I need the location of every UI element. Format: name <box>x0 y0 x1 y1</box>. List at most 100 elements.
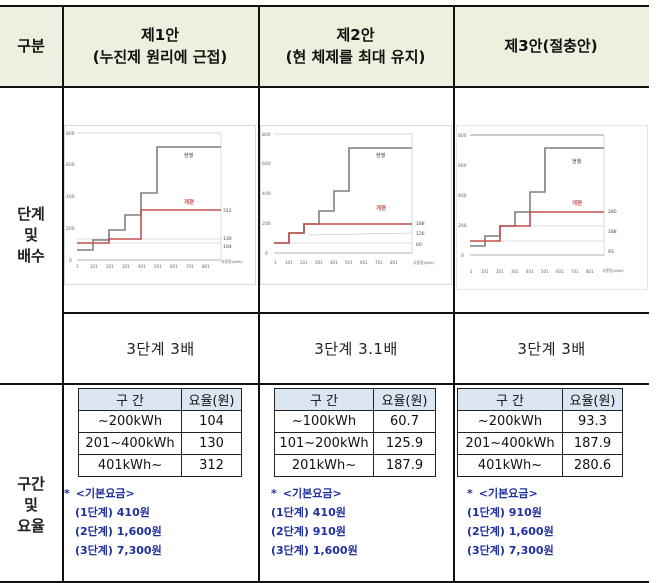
svg-text:101: 101 <box>285 260 293 265</box>
svg-text:280: 280 <box>608 209 617 215</box>
fee-item: (1단계) 410원 <box>75 506 150 519</box>
row-label-stages-1: 단계 <box>17 204 45 223</box>
fee-item: (1단계) 410원 <box>271 506 346 519</box>
fee-item: (1단계) 910원 <box>467 506 542 519</box>
rate-table-plan-2: 구 간 요율(원) ~100kWh 60.7 101~200kWh 125.9 20… <box>274 388 436 477</box>
col-rate: 요율(원) <box>373 388 436 411</box>
fee-item: (3단계) 1,600원 <box>271 544 358 557</box>
svg-text:사용량(kWh): 사용량(kWh) <box>221 259 243 264</box>
svg-text:1: 1 <box>274 260 277 265</box>
asterisk-icon: * <box>467 487 473 500</box>
plan-1-subtitle: (누진제 원리에 근접) <box>92 48 228 66</box>
row-label-rates: 구간 및 요율 <box>0 430 62 580</box>
svg-text:312: 312 <box>223 208 232 214</box>
ratio-plan-3: 3단계 3배 <box>454 313 649 383</box>
range-cell: ~200kWh <box>457 410 563 433</box>
svg-text:188: 188 <box>416 221 425 227</box>
rule-header-bottom <box>0 86 649 88</box>
svg-text:200: 200 <box>262 221 271 227</box>
svg-text:601: 601 <box>556 269 564 274</box>
ratio-plan-2-text: 3단계 3.1배 <box>314 339 398 358</box>
table-row: 201~400kWh 187.9 <box>457 432 623 455</box>
svg-text:800: 800 <box>66 131 75 137</box>
rate-cell: 60.7 <box>373 410 436 433</box>
basic-fees-plan-2: * <기본요금> (1단계) 410원 (2단계) 910원 (3단계) 1,60… <box>271 484 358 560</box>
table-row: 401kWh~ 280.6 <box>457 454 623 477</box>
range-cell: ~200kWh <box>78 410 182 433</box>
svg-text:301: 301 <box>511 269 519 274</box>
plan-3-title: 제3안(절충안) <box>504 37 598 55</box>
svg-text:현행: 현행 <box>376 152 386 159</box>
svg-text:201: 201 <box>496 269 504 274</box>
svg-text:401: 401 <box>526 269 534 274</box>
table-row: 201~400kWh 130 <box>78 432 242 455</box>
ratio-plan-1-text: 3단계 3배 <box>126 339 195 358</box>
rate-cell: 187.9 <box>373 454 436 477</box>
svg-text:301: 301 <box>315 260 323 265</box>
svg-text:201: 201 <box>106 264 114 269</box>
rule-col-1 <box>62 5 64 583</box>
ratio-plan-1: 3단계 3배 <box>63 313 258 383</box>
rate-cell: 104 <box>181 410 242 433</box>
row-label-stages-2: 및 <box>24 225 38 244</box>
svg-text:701: 701 <box>375 260 383 265</box>
header-category: 구분 <box>0 6 62 86</box>
plan-2-subtitle: (현 체제를 최대 유지) <box>285 48 426 66</box>
svg-text:201: 201 <box>300 260 308 265</box>
range-cell: 401kWh~ <box>457 454 563 477</box>
svg-text:301: 301 <box>122 264 130 269</box>
rule-col-2 <box>258 5 260 583</box>
fee-item: (3단계) 7,300원 <box>467 544 554 557</box>
col-range: 구 간 <box>78 388 182 411</box>
rule-col-3 <box>453 5 455 583</box>
asterisk-icon: * <box>64 487 70 500</box>
svg-text:601: 601 <box>170 264 178 269</box>
chart-plan-1: 800 600 400 200 0 현행 개편 312 130 10 <box>64 125 256 285</box>
rate-cell: 187.9 <box>562 432 623 455</box>
svg-text:801: 801 <box>202 264 210 269</box>
fee-item: (3단계) 7,300원 <box>75 544 162 557</box>
svg-text:601: 601 <box>360 260 368 265</box>
rule-chart-bottom <box>62 312 649 314</box>
rate-cell: 93.3 <box>562 410 623 433</box>
table-row: 101~200kWh 125.9 <box>274 432 436 455</box>
current-line <box>470 147 604 247</box>
svg-text:101: 101 <box>90 264 98 269</box>
svg-text:401: 401 <box>138 264 146 269</box>
col-rate: 요율(원) <box>562 388 623 411</box>
rule-bottom <box>0 581 649 583</box>
svg-text:104: 104 <box>223 244 232 250</box>
reform-line <box>470 211 604 242</box>
row-label-stages: 단계 및 배수 <box>0 87 62 383</box>
svg-text:600: 600 <box>458 163 467 169</box>
fee-item: (2단계) 1,600원 <box>467 525 554 538</box>
svg-text:1: 1 <box>76 264 79 269</box>
svg-text:501: 501 <box>541 269 549 274</box>
range-cell: 201~400kWh <box>78 432 182 455</box>
table-row: 401kWh~ 312 <box>78 454 242 477</box>
svg-text:1: 1 <box>470 269 473 274</box>
table-row: ~200kWh 104 <box>78 410 242 433</box>
rate-cell: 312 <box>181 454 242 477</box>
range-cell: 201kWh~ <box>274 454 374 477</box>
rate-table-plan-3: 구 간 요율(원) ~200kWh 93.3 201~400kWh 187.9 40… <box>457 388 623 477</box>
svg-text:400: 400 <box>66 194 75 200</box>
header-plan-3: 제3안(절충안) <box>453 6 649 86</box>
svg-text:800: 800 <box>458 133 467 139</box>
current-line <box>77 146 221 251</box>
svg-text:130: 130 <box>223 236 232 242</box>
svg-text:701: 701 <box>571 269 579 274</box>
rate-cell: 125.9 <box>373 432 436 455</box>
svg-text:0: 0 <box>461 253 464 259</box>
asterisk-icon: * <box>271 487 277 500</box>
ratio-plan-2: 3단계 3.1배 <box>259 313 453 383</box>
rule-top <box>0 5 649 7</box>
table-row: ~200kWh 93.3 <box>457 410 623 433</box>
rate-cell: 130 <box>181 432 242 455</box>
svg-text:현행: 현행 <box>184 152 194 159</box>
fee-title-text: <기본요금> <box>282 487 342 500</box>
range-cell: ~100kWh <box>274 410 374 433</box>
svg-text:60: 60 <box>416 242 422 248</box>
svg-text:701: 701 <box>186 264 194 269</box>
